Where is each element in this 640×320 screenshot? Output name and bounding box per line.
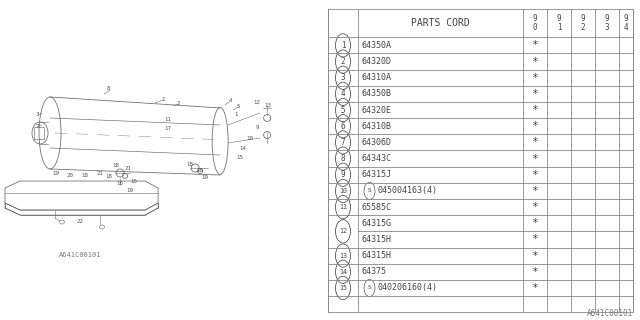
Text: 64375: 64375 bbox=[362, 267, 387, 276]
Text: 040206160(4): 040206160(4) bbox=[377, 284, 437, 292]
Text: 64320D: 64320D bbox=[362, 57, 392, 66]
Text: *: * bbox=[532, 57, 538, 67]
Text: 5: 5 bbox=[340, 106, 346, 115]
Text: 64350A: 64350A bbox=[362, 41, 392, 50]
Text: 4: 4 bbox=[340, 89, 346, 98]
Text: 19: 19 bbox=[202, 174, 209, 180]
Text: 22: 22 bbox=[77, 219, 84, 224]
Text: *: * bbox=[532, 267, 538, 277]
Text: *: * bbox=[532, 235, 538, 244]
Text: *: * bbox=[532, 105, 538, 115]
Text: 9: 9 bbox=[624, 14, 628, 23]
Text: 9: 9 bbox=[340, 170, 346, 179]
Text: 0: 0 bbox=[532, 23, 538, 32]
Text: A641C00101: A641C00101 bbox=[59, 252, 101, 258]
Text: 18: 18 bbox=[81, 172, 88, 178]
Text: 2: 2 bbox=[340, 57, 346, 66]
Text: 9: 9 bbox=[605, 14, 609, 23]
Text: *: * bbox=[532, 202, 538, 212]
Text: 9: 9 bbox=[580, 14, 586, 23]
Text: 64310B: 64310B bbox=[362, 122, 392, 131]
Text: 64315H: 64315H bbox=[362, 235, 392, 244]
Text: *: * bbox=[532, 137, 538, 148]
Text: *: * bbox=[532, 170, 538, 180]
Text: 3: 3 bbox=[340, 73, 346, 82]
Text: 15: 15 bbox=[131, 179, 138, 183]
Text: 1: 1 bbox=[161, 98, 165, 102]
Text: 11: 11 bbox=[164, 117, 172, 123]
Text: 64350B: 64350B bbox=[362, 89, 392, 98]
Text: 7: 7 bbox=[35, 124, 39, 130]
Text: 9: 9 bbox=[557, 14, 561, 23]
Text: 16: 16 bbox=[116, 180, 124, 186]
Text: 17: 17 bbox=[164, 126, 172, 132]
Text: 65585C: 65585C bbox=[362, 203, 392, 212]
Text: 18: 18 bbox=[106, 173, 113, 179]
Text: 5: 5 bbox=[236, 104, 240, 109]
Text: 3: 3 bbox=[605, 23, 609, 32]
Text: 13: 13 bbox=[339, 252, 347, 259]
Text: 16: 16 bbox=[196, 167, 204, 172]
Text: A641C00101: A641C00101 bbox=[587, 309, 633, 318]
Text: 10: 10 bbox=[246, 137, 253, 141]
Text: 4: 4 bbox=[228, 99, 232, 103]
Text: 1: 1 bbox=[557, 23, 561, 32]
Text: *: * bbox=[532, 251, 538, 260]
Text: *: * bbox=[532, 283, 538, 293]
Text: 64310A: 64310A bbox=[362, 73, 392, 82]
Text: 64343C: 64343C bbox=[362, 154, 392, 163]
Text: 14: 14 bbox=[239, 147, 246, 151]
Text: 15: 15 bbox=[237, 156, 244, 161]
Text: 2: 2 bbox=[580, 23, 586, 32]
Text: 4: 4 bbox=[624, 23, 628, 32]
Text: 64315G: 64315G bbox=[362, 219, 392, 228]
Text: 15: 15 bbox=[339, 285, 347, 291]
Text: *: * bbox=[532, 154, 538, 164]
Text: 10: 10 bbox=[339, 188, 347, 194]
Text: 64315H: 64315H bbox=[362, 251, 392, 260]
Text: *: * bbox=[532, 89, 538, 99]
Text: 6: 6 bbox=[340, 122, 346, 131]
Text: *: * bbox=[532, 186, 538, 196]
Text: 14: 14 bbox=[339, 269, 347, 275]
Text: 64320E: 64320E bbox=[362, 106, 392, 115]
Text: S: S bbox=[367, 285, 371, 291]
Text: 7: 7 bbox=[340, 138, 346, 147]
Text: 13: 13 bbox=[265, 103, 271, 108]
Text: 18: 18 bbox=[113, 163, 120, 167]
Text: 9: 9 bbox=[532, 14, 538, 23]
Text: 11: 11 bbox=[339, 204, 347, 210]
Text: *: * bbox=[532, 73, 538, 83]
Text: S: S bbox=[367, 188, 371, 193]
Text: 20: 20 bbox=[67, 172, 74, 178]
Text: 21: 21 bbox=[125, 165, 132, 171]
Text: 64306D: 64306D bbox=[362, 138, 392, 147]
Text: *: * bbox=[532, 121, 538, 131]
Text: 045004163(4): 045004163(4) bbox=[377, 187, 437, 196]
Text: 1: 1 bbox=[340, 41, 346, 50]
Text: 3: 3 bbox=[35, 112, 39, 117]
Text: 9: 9 bbox=[255, 125, 259, 131]
Text: 21: 21 bbox=[97, 171, 104, 175]
Text: PARTS CORD: PARTS CORD bbox=[411, 18, 470, 28]
Text: 2: 2 bbox=[177, 101, 180, 107]
Text: 1: 1 bbox=[234, 112, 238, 117]
Text: 8: 8 bbox=[340, 154, 346, 163]
Text: 12: 12 bbox=[339, 228, 347, 234]
Text: 18: 18 bbox=[187, 162, 194, 166]
Text: 19: 19 bbox=[52, 171, 60, 175]
Text: 12: 12 bbox=[253, 100, 260, 106]
Text: 64315J: 64315J bbox=[362, 170, 392, 179]
Text: *: * bbox=[532, 40, 538, 50]
Text: *: * bbox=[532, 218, 538, 228]
Text: 8: 8 bbox=[106, 86, 110, 92]
Text: 19: 19 bbox=[127, 188, 134, 193]
